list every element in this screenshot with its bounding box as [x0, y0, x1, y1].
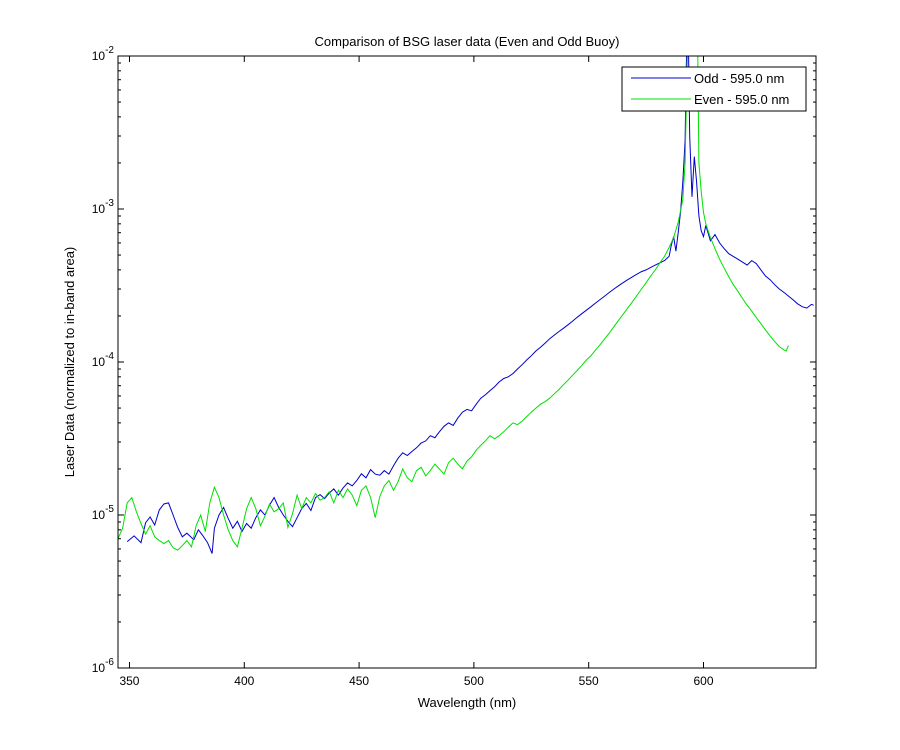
legend: Odd - 595.0 nm Even - 595.0 nm	[621, 66, 807, 112]
legend-label-even: Even - 595.0 nm	[694, 92, 789, 107]
series-line-odd	[126, 56, 814, 554]
legend-label-odd: Odd - 595.0 nm	[694, 71, 784, 86]
y-tick-label: 10-2	[92, 45, 115, 63]
y-tick-label: 10-5	[92, 504, 115, 522]
x-tick-label: 450	[349, 674, 369, 688]
y-tick-label: 10-3	[92, 198, 115, 216]
x-tick-label: 500	[464, 674, 484, 688]
series-layer	[118, 56, 814, 554]
x-tick-label: 400	[234, 674, 254, 688]
y-tick-label: 10-6	[92, 657, 115, 675]
x-tick-label: 550	[579, 674, 599, 688]
chart-title: Comparison of BSG laser data (Even and O…	[315, 34, 620, 49]
x-tick-label: 600	[693, 674, 713, 688]
legend-box	[621, 66, 807, 112]
series-line-even	[118, 56, 789, 551]
x-tick-label: 350	[119, 674, 139, 688]
y-tick-label: 10-4	[92, 351, 115, 369]
y-axis-label: Laser Data (normalized to in-band area)	[62, 247, 77, 478]
plot-area-frame	[117, 55, 817, 669]
x-axis-label: Wavelength (nm)	[418, 695, 517, 710]
